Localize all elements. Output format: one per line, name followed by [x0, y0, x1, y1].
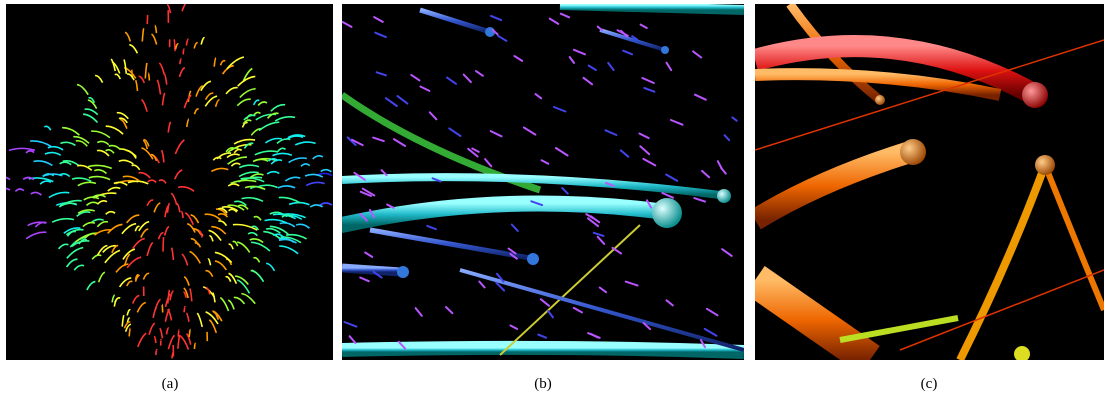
tube-end — [1014, 346, 1030, 362]
streamline — [162, 305, 163, 313]
tube-end — [527, 253, 539, 265]
tube-end — [900, 139, 926, 165]
streamline — [163, 237, 164, 252]
caption: (a) — [162, 376, 179, 392]
tube-end — [661, 46, 669, 54]
tube-end — [875, 95, 885, 105]
page: (a) (b) (c) (() => { const data = JSON.p… — [0, 0, 1108, 403]
figure: (a) (b) (c) — [0, 0, 1108, 403]
tube — [560, 5, 744, 10]
tube-end — [717, 189, 731, 203]
caption: (b) — [534, 376, 552, 392]
tube — [342, 268, 400, 272]
streamline — [0, 188, 10, 190]
streamline — [174, 39, 175, 51]
tube-end — [652, 198, 682, 228]
panel-a — [6, 4, 333, 360]
caption: (c) — [921, 376, 938, 392]
tube-end — [1035, 155, 1055, 175]
tube — [342, 348, 744, 352]
tube-end — [397, 266, 409, 278]
tube-end — [1022, 82, 1048, 108]
